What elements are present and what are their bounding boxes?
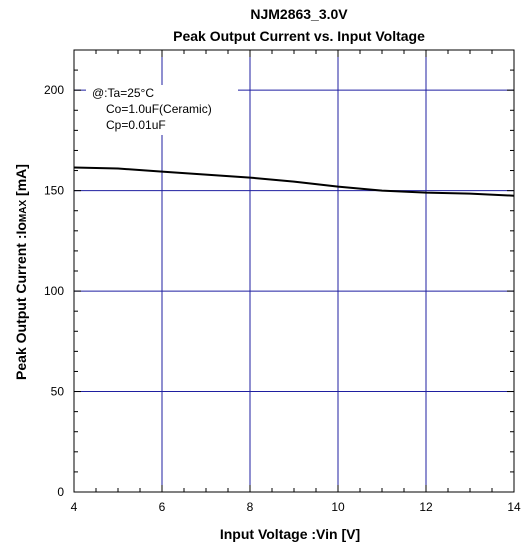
- x-tick-label: 14: [507, 500, 521, 514]
- series-layer: [73, 166, 515, 197]
- annotation-co: Co=1.0uF(Ceramic): [106, 102, 212, 116]
- y-tick-label: 100: [44, 284, 64, 298]
- x-tick-label: 4: [71, 500, 78, 514]
- plot-frame: [73, 49, 515, 493]
- x-tick-label: 8: [247, 500, 254, 514]
- y-axis-label-main: Peak Output Current :Io: [13, 222, 29, 380]
- chart-subtitle: Peak Output Current vs. Input Voltage: [173, 28, 425, 44]
- x-tick-label: 10: [331, 500, 345, 514]
- y-axis-label-subscript: MAX: [18, 200, 29, 223]
- x-tick-label: 6: [159, 500, 166, 514]
- series-line: [73, 166, 515, 197]
- y-axis-label: Peak Output Current :IoMAX [mA]: [13, 164, 29, 380]
- grid: [74, 50, 514, 492]
- annotation-ta: @:Ta=25°C: [92, 86, 154, 100]
- x-tick-label: 12: [419, 500, 433, 514]
- chart-title: NJM2863_3.0V: [250, 6, 348, 22]
- x-axis-label: Input Voltage :Vin [V]: [220, 526, 360, 542]
- annotation-box: [86, 85, 238, 135]
- y-tick-label: 200: [44, 83, 64, 97]
- y-axis-label-unit: [mA]: [13, 164, 29, 200]
- y-tick-label: 150: [44, 184, 64, 198]
- x-tick-labels: 4 6 8 10 12 14: [71, 500, 521, 514]
- y-tick-labels: 0 50 100 150 200: [44, 83, 64, 499]
- annotation-cp: Cp=0.01uF: [106, 118, 166, 132]
- y-tick-label: 50: [51, 385, 65, 399]
- y-tick-label: 0: [57, 485, 64, 499]
